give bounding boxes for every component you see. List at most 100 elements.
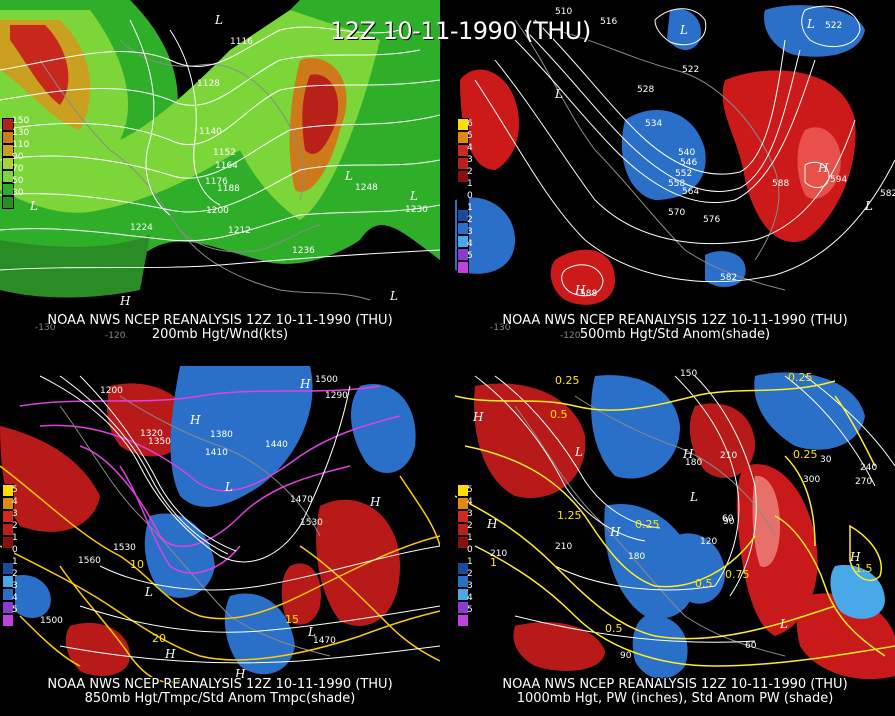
temp-label: 15 — [285, 613, 299, 626]
anom-warm-se — [281, 563, 321, 625]
contour-label: 582 — [880, 189, 895, 199]
wind-shade-max1 — [10, 25, 69, 105]
contour-label: 300 — [803, 475, 820, 485]
contour-label: 558 — [668, 179, 685, 189]
contour-label: 1470 — [290, 495, 313, 505]
contour-label: 1410 — [205, 448, 228, 458]
high-marker: H — [486, 517, 498, 531]
contour-label: 1176 — [205, 177, 228, 187]
anom-warm-nw — [0, 426, 100, 532]
high-marker: H — [164, 647, 176, 661]
height-labels-1000mb: 150 180 210 240 270 300 60 90 120 60 90 … — [490, 369, 877, 661]
contour-label: 180 — [685, 458, 702, 468]
pw-label: 1.25 — [557, 509, 582, 522]
height-labels-500mb: 510 516 522 528 534 540 546 552 558 564 … — [555, 7, 895, 299]
caption-500mb: NOAA NWS NCEP REANALYSIS 12Z 10-11-1990 … — [502, 313, 848, 342]
contour-label: 588 — [772, 179, 789, 189]
contour-label: 540 — [678, 148, 695, 158]
contour-label: 210 — [555, 542, 572, 552]
contour-label: 528 — [637, 85, 654, 95]
lon-label: -120 — [560, 331, 581, 341]
contour-label: 90 — [620, 651, 632, 661]
temp-labels-850mb: 10 20 15 — [130, 558, 299, 645]
legend-850mb — [2, 484, 14, 627]
contour-label: 1230 — [405, 205, 428, 215]
contour-label: 1248 — [355, 183, 378, 193]
lon-label: -130 — [35, 323, 56, 333]
pw-label: 1 — [490, 556, 497, 569]
contour-label: 1500 — [315, 375, 338, 385]
contour-label: 564 — [682, 187, 699, 197]
contour-label: 270 — [855, 477, 872, 487]
contour-label: 510 — [555, 7, 572, 17]
low-marker: L — [307, 625, 316, 639]
high-marker: H — [119, 294, 131, 308]
contour-label: 582 — [720, 273, 737, 283]
anom-cold-w — [455, 197, 515, 274]
contour-label: 60 — [745, 641, 757, 651]
contour-label: 1440 — [265, 440, 288, 450]
high-marker: H — [369, 495, 381, 509]
pw-label: 0.25 — [793, 448, 818, 461]
anom-cold-s — [632, 615, 688, 679]
temp-label: 20 — [152, 632, 166, 645]
contour-label: 1212 — [228, 226, 251, 236]
high-marker: H — [682, 447, 694, 461]
contour-label: 522 — [825, 21, 842, 31]
temp-label: 10 — [130, 558, 144, 571]
panel-500mb: 510 516 522 528 534 540 546 552 558 564 … — [455, 0, 895, 350]
contour-label: 1470 — [313, 636, 336, 646]
contour-label: 594 — [830, 175, 847, 185]
coastlines-1000mb — [514, 395, 786, 657]
anom-cold-w — [15, 575, 51, 618]
contour-label: 1530 — [300, 518, 323, 528]
pw-label: 0.25 — [635, 518, 660, 531]
legend-500mb — [457, 118, 469, 274]
neg-temp-contours-850mb — [19, 385, 401, 574]
anom-warm-sw — [65, 622, 130, 676]
map-850mb: 1200 1290 1320 1350 1380 1410 1440 1470 … — [0, 366, 440, 683]
panel-850mb: 1200 1290 1320 1350 1380 1410 1440 1470 … — [0, 366, 440, 716]
contour-label: 1140 — [199, 127, 222, 137]
anom-warm-e — [316, 499, 400, 626]
height-contours-500mb — [474, 5, 895, 297]
low-marker: L — [409, 189, 418, 203]
contour-label: 90 — [723, 517, 735, 527]
low-marker: L — [389, 289, 398, 303]
coastlines-200mb — [39, 39, 371, 301]
contour-label: 570 — [668, 208, 685, 218]
anom-cold-n — [591, 375, 680, 479]
contour-label: 120 — [700, 537, 717, 547]
pw-label: 0.75 — [725, 568, 750, 581]
contour-label: 576 — [703, 215, 720, 225]
anom-cold-n — [170, 366, 313, 507]
pw-label: 0.5 — [605, 622, 623, 635]
low-marker: L — [779, 617, 788, 631]
wind-shade-mid — [0, 10, 380, 220]
contour-label: 516 — [600, 17, 617, 27]
high-marker: H — [849, 550, 861, 564]
low-marker: L — [574, 445, 583, 459]
anom-warm-ne — [722, 70, 856, 242]
contour-label: 1320 — [140, 429, 163, 439]
contour-label: 180 — [628, 552, 645, 562]
pw-contours-1000mb — [455, 380, 895, 667]
anom-cold-ne — [764, 5, 865, 57]
contour-label: 240 — [860, 463, 877, 473]
lon-label: -120 — [105, 331, 126, 341]
caption-1000mb: NOAA NWS NCEP REANALYSIS 12Z 10-11-1990 … — [502, 677, 848, 706]
wind-shade-max2 — [302, 74, 339, 154]
legend-labels-850mb: 5 4 3 2 1 0 1 2 3 4 5 — [12, 485, 18, 615]
height-labels-850mb: 1200 1290 1320 1350 1380 1410 1440 1470 … — [40, 375, 348, 646]
pw-label: 0.5 — [550, 408, 568, 421]
legend-200mb — [2, 118, 14, 209]
legend-labels-1000mb: 5 4 3 2 1 0 1 2 3 4 5 — [467, 485, 473, 615]
anom-warm-sw — [513, 622, 605, 671]
height-contours-200mb — [0, 19, 440, 271]
contour-label: 1164 — [215, 161, 238, 171]
anom-cold-s — [705, 251, 746, 287]
contour-label: 1350 — [148, 437, 171, 447]
legend-1000mb — [457, 484, 469, 627]
map-1000mb: 150 180 210 240 270 300 60 90 120 60 90 … — [455, 369, 895, 680]
pw-labels-1000mb: 0.25 0.25 0.5 0.25 0.25 0.5 0.75 0.5 1.2… — [490, 371, 873, 635]
